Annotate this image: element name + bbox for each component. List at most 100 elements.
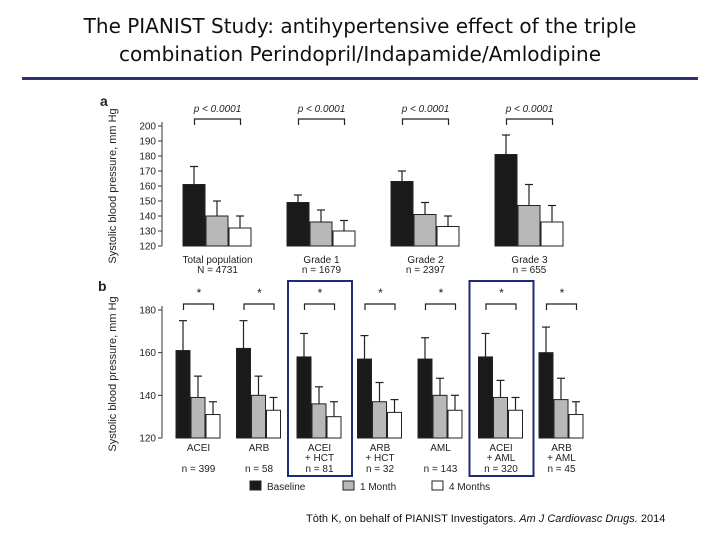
category-label: Total population	[182, 255, 252, 266]
bar-1-month	[517, 205, 541, 247]
significance-annotation: p < 0.0001	[505, 104, 554, 115]
y-tick-label: 190	[139, 137, 156, 148]
y-tick-label: 160	[139, 348, 156, 359]
category-count-label: n = 655	[513, 265, 547, 276]
bar-4-months	[436, 226, 460, 247]
category-count-label: n = 399	[182, 464, 216, 475]
y-tick-label: 140	[139, 212, 156, 223]
bar-baseline	[175, 350, 191, 439]
citation: Tòth K, on behalf of PIANIST Investigato…	[306, 513, 665, 525]
panel-label: b	[98, 278, 107, 294]
legend-swatch	[342, 480, 355, 491]
bar-baseline	[494, 154, 518, 247]
category-count-label: n = 32	[366, 464, 395, 475]
y-tick-label: 170	[139, 167, 156, 178]
category-count-label: n = 320	[484, 464, 518, 475]
category-label: Grade 1	[303, 255, 340, 266]
category-label: ARB	[551, 443, 572, 454]
category-count-label: n = 81	[305, 464, 334, 475]
y-tick-label: 200	[139, 122, 156, 133]
bar-baseline	[286, 202, 310, 247]
significance-annotation: p < 0.0001	[401, 104, 450, 115]
significance-annotation: *	[257, 286, 262, 300]
significance-bracket	[364, 303, 396, 310]
significance-annotation: *	[559, 286, 564, 300]
category-count-label: n = 2397	[406, 265, 446, 276]
y-tick-label: 140	[139, 391, 156, 402]
bar-4-months	[266, 409, 281, 439]
category-label: ACEI	[308, 443, 331, 454]
bar-1-month	[309, 221, 333, 247]
significance-bracket	[243, 303, 275, 310]
significance-bracket	[424, 303, 457, 310]
category-label: + AML	[487, 453, 516, 464]
category-label: Grade 3	[511, 255, 548, 266]
y-axis-label: Systolic blood pressure, mm Hg	[107, 108, 119, 263]
bar-1-month	[432, 394, 448, 439]
y-tick-label: 120	[139, 242, 156, 253]
bar-baseline	[417, 358, 433, 439]
significance-annotation: *	[499, 286, 504, 300]
citation-year: 2014	[640, 513, 666, 525]
significance-annotation: p < 0.0001	[297, 104, 346, 115]
bar-1-month	[190, 396, 206, 439]
category-label: ACEI	[187, 443, 210, 454]
bar-baseline	[182, 184, 206, 247]
legend-swatch	[431, 480, 444, 491]
bar-4-months	[508, 409, 523, 439]
y-tick-label: 180	[139, 152, 156, 163]
highlight-box	[287, 280, 353, 477]
significance-bracket	[485, 303, 517, 310]
legend-label: 4 Months	[449, 482, 490, 493]
bar-4-months	[205, 414, 221, 439]
bar-1-month	[553, 399, 569, 439]
bar-1-month	[372, 401, 387, 439]
category-label: + HCT	[365, 453, 394, 464]
bar-baseline	[357, 358, 372, 439]
significance-annotation: *	[438, 286, 443, 300]
bar-baseline	[478, 356, 493, 439]
significance-annotation: *	[378, 286, 383, 300]
y-axis-label: Systolic blood pressure, mm Hg	[107, 296, 119, 451]
significance-annotation: *	[317, 286, 322, 300]
bar-baseline	[296, 356, 312, 439]
bar-1-month	[251, 394, 266, 439]
legend-label: 1 Month	[360, 482, 396, 493]
significance-annotation: p < 0.0001	[193, 104, 242, 115]
category-label: + AML	[547, 453, 576, 464]
significance-bracket	[505, 118, 554, 125]
bar-4-months	[568, 414, 584, 439]
bar-4-months	[332, 230, 356, 247]
bar-baseline	[390, 181, 414, 247]
bar-4-months	[228, 227, 252, 247]
y-tick-label: 120	[139, 434, 156, 445]
panel-label: a	[100, 93, 108, 109]
category-count-label: n = 143	[424, 464, 458, 475]
significance-bracket	[297, 118, 346, 125]
slide-title-line-2: combination Perindopril/Indapamide/Amlod…	[118, 42, 602, 66]
category-label: ARB	[370, 443, 391, 454]
category-label: Grade 2	[407, 255, 444, 266]
y-tick-label: 160	[139, 182, 156, 193]
citation-authors: Tòth K, on behalf of PIANIST Investigato…	[306, 513, 517, 525]
bar-1-month	[413, 214, 437, 247]
bar-1-month	[311, 403, 327, 439]
bar-1-month	[205, 215, 229, 247]
bar-4-months	[387, 411, 402, 439]
legend-swatch	[249, 480, 262, 491]
category-count-label: N = 4731	[197, 265, 238, 276]
category-label: + HCT	[305, 453, 334, 464]
significance-bracket	[545, 303, 578, 310]
significance-annotation: *	[196, 286, 201, 300]
y-tick-label: 180	[139, 306, 156, 317]
bar-baseline	[236, 347, 251, 439]
title-divider	[22, 77, 698, 80]
category-count-label: n = 1679	[302, 265, 342, 276]
y-tick-label: 150	[139, 197, 156, 208]
significance-bracket	[193, 118, 242, 125]
slide-title: The PIANIST Study: antihypertensive effe…	[0, 12, 720, 68]
bar-baseline	[538, 352, 554, 439]
